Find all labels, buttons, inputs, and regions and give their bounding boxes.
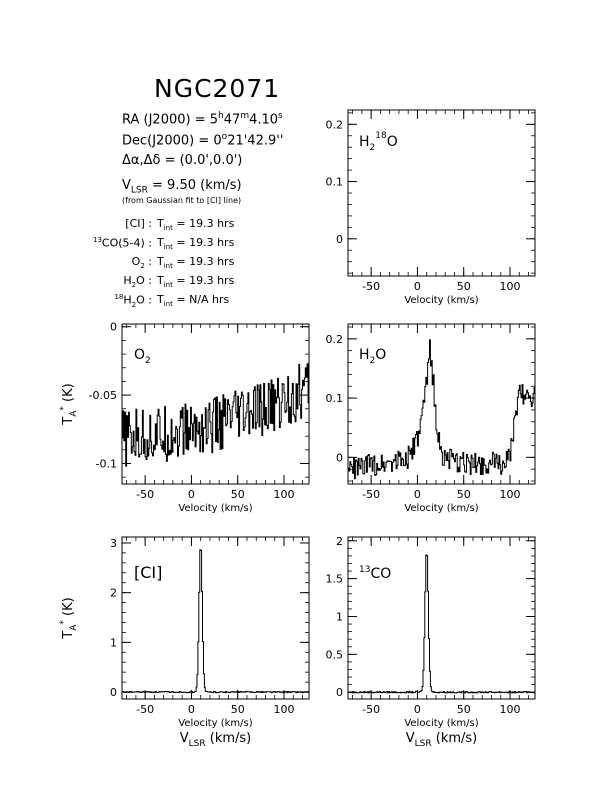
panel-4-xtick-label: 100: [500, 703, 521, 716]
panel-3-xtick-label: -50: [136, 703, 154, 716]
panel-4-xlabel2: VLSR (km/s): [406, 731, 478, 749]
panel-4-ytick-label: 1.5: [326, 573, 344, 586]
panel-0-xlabel: Velocity (km/s): [404, 295, 478, 306]
obs-tint-3: Tint = 19.3 hrs: [157, 274, 235, 290]
panel-2-species-label: H2O: [359, 347, 386, 366]
panel-0-species-label: H218O: [359, 131, 398, 153]
panel-2-frame: [347, 323, 536, 485]
panel-0-ytick-label: 0.1: [326, 176, 344, 189]
panel-3-ytick-label: 0: [110, 686, 117, 699]
panel-4-xlabel: Velocity (km/s): [404, 718, 478, 729]
panel-1-ylabel: TA* (K): [59, 383, 79, 425]
panel-1-spectrum: [122, 363, 310, 467]
vlsr-line: VLSR = 9.50 (km/s): [122, 178, 242, 196]
page-title: NGC2071: [154, 74, 281, 103]
obs-species-0: [CI] :: [125, 217, 152, 230]
obs-species-2: O2 :: [131, 255, 152, 271]
panel-3-frame: [121, 536, 310, 700]
panel-2-xtick-label: -50: [362, 488, 380, 501]
panel-4-xtick-label: 50: [457, 703, 471, 716]
obs-species-4: 18H2O :: [114, 293, 152, 309]
panel-1-xtick-label: 50: [231, 488, 245, 501]
panel-0-xtick-label: 100: [500, 280, 521, 293]
panel-2-xlabel: Velocity (km/s): [404, 503, 478, 514]
panel-4-xtick-label: -50: [362, 703, 380, 716]
panel-4-species-label: 13CO: [359, 565, 391, 582]
panel-3-ylabel: TA* (K): [59, 597, 79, 639]
panel-1-xtick-label: -50: [136, 488, 154, 501]
panel-2-xtick-label: 100: [500, 488, 521, 501]
panel-1-ytick-label: 0: [110, 321, 117, 334]
panel-3-xtick-label: 50: [231, 703, 245, 716]
panel-1-xtick-label: 100: [274, 488, 295, 501]
panel-3-ytick-label: 2: [110, 587, 117, 600]
dec-line: Dec(J2000) = 0o21'42.9'': [122, 132, 284, 149]
obs-species-3: H2O :: [123, 274, 152, 290]
obs-species-1: 13CO(5-4) :: [92, 236, 152, 250]
panel-4-ytick-label: 0.5: [326, 648, 344, 661]
panel-1-ytick-label: -0.05: [89, 389, 117, 402]
panel-1-xtick-label: 0: [188, 488, 195, 501]
panel-2-spectrum: [348, 339, 536, 480]
panel-4-spectrum: [348, 554, 535, 694]
panel-1-ytick-label: -0.1: [96, 457, 117, 470]
panel-4-xtick-label: 0: [414, 703, 421, 716]
panel-2-ytick-label: 0: [336, 451, 343, 464]
panel-0-xtick-label: 0: [414, 280, 421, 293]
panel-4-ytick-label: 1: [336, 610, 343, 623]
vlsr-note: (from Gaussian fit to [CI] line): [122, 196, 242, 205]
panel-4-frame: [347, 536, 536, 700]
panel-2-xtick-label: 50: [457, 488, 471, 501]
panel-0-ytick-label: 0.2: [326, 118, 344, 131]
panel-3-xtick-label: 0: [188, 703, 195, 716]
obs-tint-2: Tint = 19.3 hrs: [157, 255, 235, 271]
panel-3-ytick-label: 1: [110, 636, 117, 649]
panel-0-xtick-label: -50: [362, 280, 380, 293]
obs-tint-4: Tint = N/A hrs: [157, 293, 230, 309]
ra-line: RA (J2000) = 5h47m4.10s: [122, 111, 283, 128]
panel-1-species-label: O2: [134, 347, 151, 366]
panel-0-ytick-label: 0: [336, 233, 343, 246]
panel-4-ytick-label: 2: [336, 535, 343, 548]
offset-line: Δα,Δδ = (0.0',0.0'): [122, 153, 243, 168]
panel-3-xlabel: Velocity (km/s): [178, 718, 252, 729]
panel-2-ytick-label: 0.2: [326, 333, 344, 346]
panel-3-xtick-label: 100: [274, 703, 295, 716]
obs-tint-1: Tint = 19.3 hrs: [157, 236, 235, 252]
panel-3-xlabel2: VLSR (km/s): [180, 731, 252, 749]
panel-3-species-label: [CI]: [134, 563, 162, 582]
panel-3-spectrum: [122, 549, 310, 694]
panel-2-xtick-label: 0: [414, 488, 421, 501]
panel-1-frame: [121, 323, 310, 485]
panel-4-ytick-label: 0: [336, 686, 343, 699]
obs-tint-0: Tint = 19.3 hrs: [157, 217, 235, 233]
panel-2-ytick-label: 0.1: [326, 392, 344, 405]
panel-0-xtick-label: 50: [457, 280, 471, 293]
panel-3-ytick-label: 3: [110, 537, 117, 550]
panel-1-xlabel: Velocity (km/s): [178, 503, 252, 514]
